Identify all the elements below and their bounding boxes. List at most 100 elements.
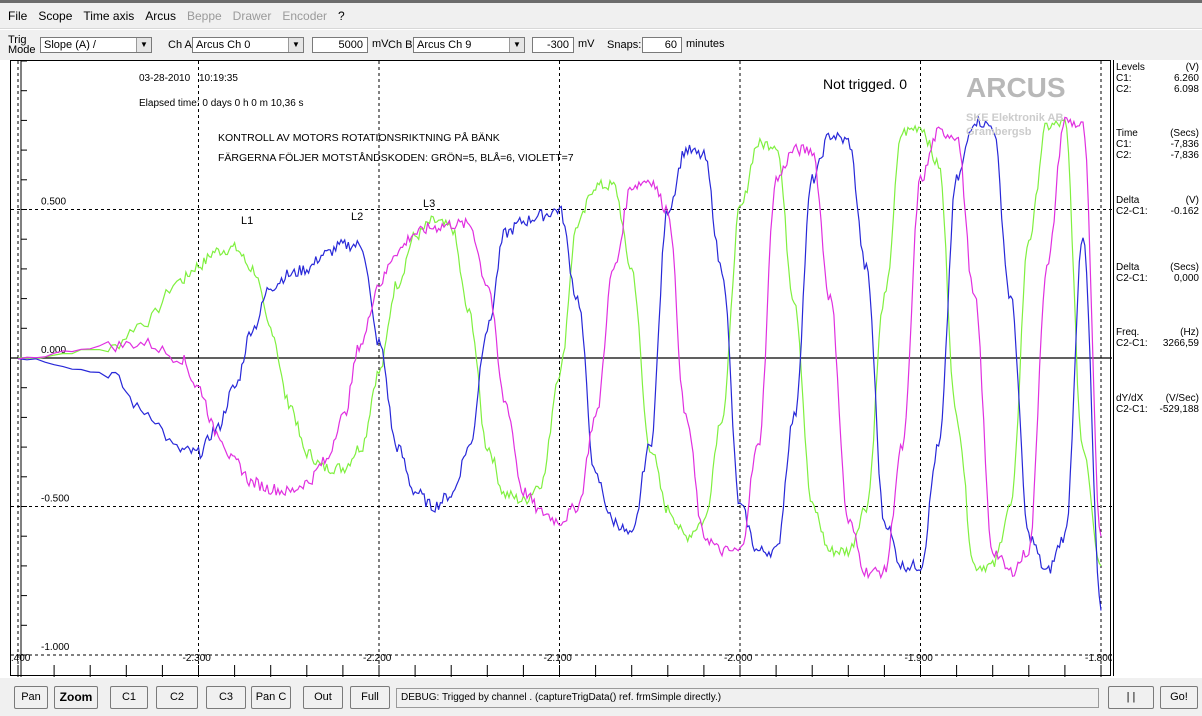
freq-label: C2-C1: <box>1116 338 1148 349</box>
levels-c1-value: 6.260 <box>1173 73 1199 84</box>
full-button[interactable]: Full <box>350 686 390 709</box>
out-button[interactable]: Out <box>303 686 343 709</box>
note-line-1: KONTROLL AV MOTORS ROTATIONSRIKTNING PÅ … <box>218 131 500 144</box>
cursor-readout-panel: Levels (V) C1: 6.260 C2: 6.098 Time (Secs) C… <box>1113 60 1202 676</box>
scope-plot[interactable]: -2.400-2.300-2.200-2.100-2.000-1.900-1.8… <box>10 60 1112 677</box>
cha-label: Ch A <box>168 39 192 51</box>
delta-s-label: C2-C1: <box>1116 273 1148 284</box>
menu-beppe[interactable]: Beppe <box>186 8 222 23</box>
trig-mode-value: Slope (A) / <box>44 39 96 51</box>
delta-s-value: 0,000 <box>1173 273 1199 284</box>
freq-group: Freq. (Hz) C2-C1: 3266,59 <box>1116 327 1199 349</box>
bottom-toolbar: Pan Zoom C1 C2 C3 Pan C Out Full DEBUG: … <box>0 678 1202 716</box>
y-tick-label: 0.500 <box>41 197 66 208</box>
time-c1-value: -7,836 <box>1170 139 1199 150</box>
dydx-group: dY/dX (V/Sec) C2-C1: -529,188 <box>1116 393 1199 415</box>
x-tick-label: -1.900 <box>905 653 934 664</box>
time-unit: (Secs) <box>1170 128 1199 139</box>
dydx-label: C2-C1: <box>1116 404 1148 415</box>
pause-button[interactable]: | | <box>1108 686 1154 709</box>
delta-v-label: C2-C1: <box>1116 206 1148 217</box>
chb-level-input[interactable]: -300 <box>532 37 574 53</box>
dydx-value: -529,188 <box>1159 404 1199 415</box>
delta-v-value: -0.162 <box>1170 206 1199 217</box>
menu-scope[interactable]: Scope <box>38 8 73 23</box>
note-line-2: FÄRGERNA FÖLJER MOTSTÅNDSKODEN: GRÖN=5, … <box>218 151 574 164</box>
scope-svg[interactable]: -2.400-2.300-2.200-2.100-2.000-1.900-1.8… <box>11 61 1112 677</box>
go-button[interactable]: Go! <box>1160 686 1198 709</box>
brand-subtitle-1: SKE Elektronik AB <box>966 112 1063 124</box>
annotation-l3: L3 <box>423 198 435 210</box>
menu-help[interactable]: ? <box>338 8 345 23</box>
menu-bar: File Scope Time axis Arcus Beppe Drawer … <box>0 3 1202 29</box>
chevron-down-icon[interactable]: ▼ <box>136 38 151 52</box>
menu-encoder[interactable]: Encoder <box>282 8 328 23</box>
time-c2-value: -7,836 <box>1170 150 1199 161</box>
delta-s-title: Delta <box>1116 262 1140 273</box>
levels-group: Levels (V) C1: 6.260 C2: 6.098 <box>1116 62 1199 95</box>
chevron-down-icon[interactable]: ▼ <box>288 38 303 52</box>
trig-mode-label: Trig Mode <box>8 34 36 56</box>
time-group: Time (Secs) C1: -7,836 C2: -7,836 <box>1116 128 1199 161</box>
pan-c-button[interactable]: Pan C <box>251 686 291 709</box>
c1-button[interactable]: C1 <box>110 686 148 709</box>
cha-select[interactable]: Arcus Ch 0 ▼ <box>192 37 304 53</box>
menu-drawer[interactable]: Drawer <box>232 8 272 23</box>
x-tick-label: -2.300 <box>183 653 212 664</box>
trig-mode-select[interactable]: Slope (A) / ▼ <box>40 37 152 53</box>
capture-date: 03-28-2010 <box>139 73 191 84</box>
levels-c2-label: C2: <box>1116 84 1132 95</box>
chb-label: Ch B <box>388 39 413 51</box>
cha-level-input[interactable]: 5000 <box>312 37 368 53</box>
debug-status: DEBUG: Trigged by channel . (captureTrig… <box>396 688 1099 708</box>
delta-v-title: Delta <box>1116 195 1140 206</box>
chb-value: Arcus Ch 9 <box>417 39 472 51</box>
time-title: Time <box>1116 128 1138 139</box>
chevron-down-icon[interactable]: ▼ <box>509 38 524 52</box>
chb-unit: mV <box>578 38 595 50</box>
trig-label-line1: Trig <box>8 34 27 46</box>
y-tick-label: -1.000 <box>41 642 70 653</box>
time-c1-label: C1: <box>1116 139 1132 150</box>
delta-volts-group: Delta (V) C2-C1: -0.162 <box>1116 195 1199 217</box>
levels-c2-value: 6.098 <box>1173 84 1199 95</box>
capture-time: 10:19:35 <box>199 73 238 84</box>
delta-s-unit: (Secs) <box>1170 262 1199 273</box>
x-tick-label: -2.100 <box>544 653 573 664</box>
c3-button[interactable]: C3 <box>206 686 246 709</box>
grid: -2.400-2.300-2.200-2.100-2.000-1.900-1.8… <box>11 61 1112 677</box>
time-c2-label: C2: <box>1116 150 1132 161</box>
cha-unit: mV <box>372 38 389 50</box>
traces <box>17 116 1102 611</box>
annotation-l1: L1 <box>241 215 253 227</box>
snaps-input[interactable]: 60 <box>642 37 682 53</box>
y-tick-label: 0.000 <box>41 345 66 356</box>
elapsed-time: Elapsed time: 0 days 0 h 0 m 10,36 s <box>139 98 304 109</box>
x-tick-label: -1.800 <box>1085 653 1112 664</box>
annotation-l2: L2 <box>351 211 363 223</box>
levels-c1-label: C1: <box>1116 73 1132 84</box>
dydx-title: dY/dX <box>1116 393 1144 404</box>
menu-file[interactable]: File <box>8 8 28 23</box>
trace-green <box>17 118 1102 574</box>
snaps-label: Snaps: <box>607 39 642 51</box>
zoom-button[interactable]: Zoom <box>54 686 98 709</box>
delta-secs-group: Delta (Secs) C2-C1: 0,000 <box>1116 262 1199 284</box>
c2-button[interactable]: C2 <box>156 686 198 709</box>
x-tick-label: -2.200 <box>363 653 392 664</box>
trigger-status: Not trigged. 0 <box>823 76 907 92</box>
toolbar: Trig Mode Slope (A) / ▼ Ch A Arcus Ch 0 … <box>0 30 1202 60</box>
trace-magenta <box>17 116 1102 580</box>
levels-title: Levels <box>1116 62 1145 73</box>
menu-time-axis[interactable]: Time axis <box>83 8 135 23</box>
pan-button[interactable]: Pan <box>14 686 48 709</box>
freq-unit: (Hz) <box>1180 327 1199 338</box>
freq-value: 3266,59 <box>1162 338 1199 349</box>
dydx-unit: (V/Sec) <box>1165 393 1199 404</box>
arcus-logo: ARCUS <box>966 72 1066 103</box>
freq-title: Freq. <box>1116 327 1140 338</box>
menu-arcus[interactable]: Arcus <box>145 8 176 23</box>
chb-select[interactable]: Arcus Ch 9 ▼ <box>413 37 525 53</box>
trig-label-line2: Mode <box>8 44 36 56</box>
y-tick-label: -0.500 <box>41 494 70 505</box>
